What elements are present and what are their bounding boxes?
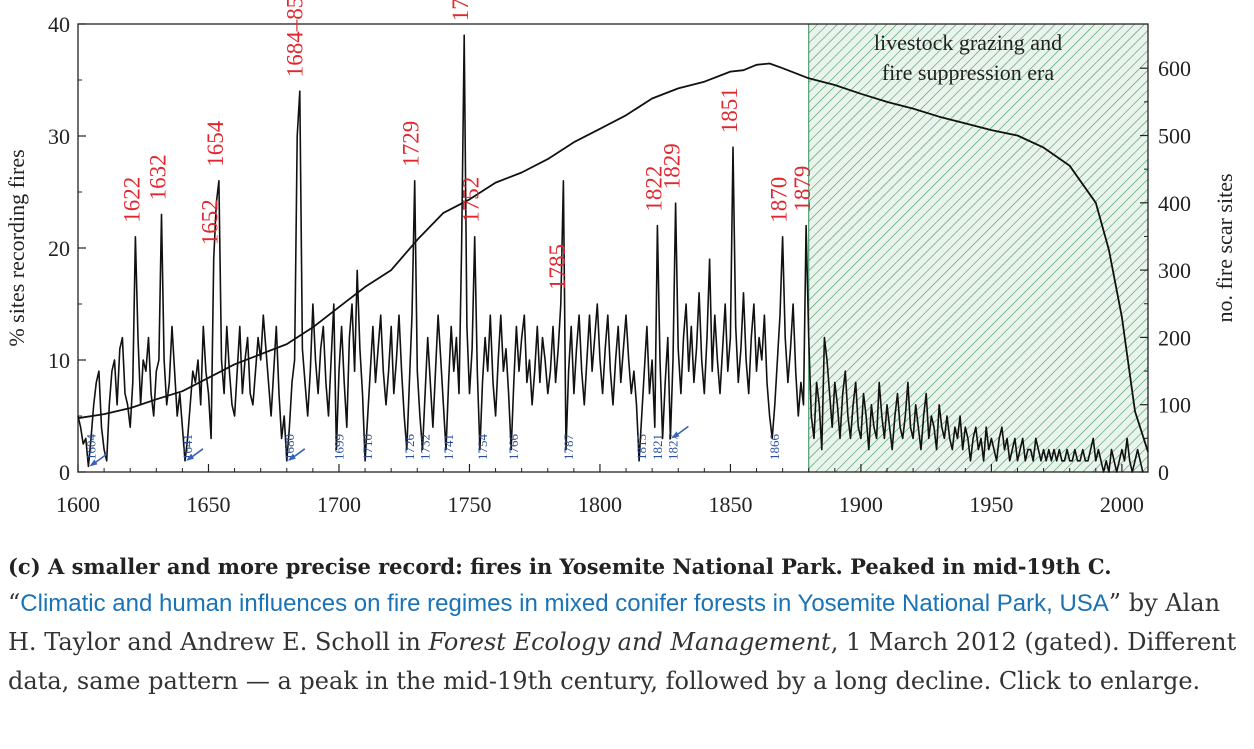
figure-caption: (c) A smaller and more precise record: f… xyxy=(8,552,1238,701)
paper-title-link[interactable]: Climatic and human influences on fire re… xyxy=(20,590,1109,617)
trough-year-label: 1821 xyxy=(650,434,665,460)
trough-year-label: 1732 xyxy=(417,434,432,460)
x-tick-label: 1700 xyxy=(317,492,361,517)
caption-quote-open: “ xyxy=(8,589,21,617)
trough-year-label: 1641 xyxy=(180,434,195,460)
peak-year-label: 1829 xyxy=(660,143,685,189)
x-tick-label: 1750 xyxy=(447,492,491,517)
y-tick-label: 40 xyxy=(48,12,70,37)
y2-tick-label: 100 xyxy=(1158,393,1191,418)
y-tick-label: 0 xyxy=(59,460,70,485)
trough-year-label: 1754 xyxy=(475,434,490,461)
peak-year-label: 1870 xyxy=(767,177,792,223)
trough-year-label: 1866 xyxy=(767,434,782,461)
caption-quote-close: ” xyxy=(1108,589,1122,617)
trough-arrow-head xyxy=(186,453,194,461)
peak-year-label: 1879 xyxy=(790,166,815,212)
trough-year-label: 1726 xyxy=(402,434,417,461)
y2-tick-label: 400 xyxy=(1158,191,1191,216)
caption-authors: by Alan H. Taylor and Andrew E. Scholl i… xyxy=(8,589,1221,656)
x-tick-label: 1650 xyxy=(186,492,230,517)
y-tick-label: 20 xyxy=(48,236,70,261)
peak-year-label: 1748 xyxy=(448,0,473,21)
peak-year-label: 1622 xyxy=(119,177,144,223)
shaded-era-label-line: fire suppression era xyxy=(882,60,1055,85)
peak-year-label: 1851 xyxy=(717,87,742,133)
x-tick-label: 2000 xyxy=(1100,492,1144,517)
fire-record-figure[interactable]: livestock grazing and fire suppression er… xyxy=(0,0,1254,530)
x-tick-label: 1600 xyxy=(56,492,100,517)
trough-year-label: 1710 xyxy=(360,434,375,460)
y-tick-label: 30 xyxy=(48,124,70,149)
trough-year-label: 1815 xyxy=(634,434,649,460)
peak-year-label: 1822 xyxy=(641,166,666,212)
caption-rest: , 1 March 2012 (gated). Different data, … xyxy=(8,628,1237,695)
x-tick-label: 1800 xyxy=(578,492,622,517)
peak-year-label: 1752 xyxy=(459,177,484,223)
trough-year-label: 1766 xyxy=(506,434,521,461)
y2-tick-label: 300 xyxy=(1158,258,1191,283)
y2-tick-label: 200 xyxy=(1158,325,1191,350)
x-tick-label: 1900 xyxy=(839,492,883,517)
trough-year-label: 1604 xyxy=(83,434,98,461)
y-tick-label: 10 xyxy=(48,348,70,373)
peak-year-label: 1785 xyxy=(545,244,570,290)
peak-year-label: 1684–85 xyxy=(283,0,308,77)
peak-year-label: 1654 xyxy=(203,120,228,167)
peak-year-label: 1729 xyxy=(399,121,424,167)
shaded-era-region xyxy=(808,23,1149,473)
shaded-era-label-line: livestock grazing and xyxy=(874,30,1062,55)
y-axis-label: % sites recording fires xyxy=(4,149,29,346)
percent-sites-burned-line xyxy=(77,34,1144,473)
y2-tick-label: 0 xyxy=(1158,460,1169,485)
trough-year-label: 1787 xyxy=(561,434,576,461)
trough-arrow-head xyxy=(89,459,98,467)
trough-year-label: 1741 xyxy=(441,434,456,460)
trough-year-label: 1827 xyxy=(665,434,680,461)
fire-record-chart: livestock grazing and fire suppression er… xyxy=(4,0,1237,517)
caption-title: (c) A smaller and more precise record: f… xyxy=(8,554,1112,579)
caption-body: “Climatic and human influences on fire r… xyxy=(8,584,1238,701)
peak-year-label: 1632 xyxy=(146,154,171,200)
y2-tick-label: 600 xyxy=(1158,56,1191,81)
trough-arrow-head xyxy=(671,431,680,439)
fire-scar-sites-line xyxy=(77,62,1149,453)
x-tick-label: 1850 xyxy=(708,492,752,517)
trough-arrow-head xyxy=(287,453,296,461)
peak-year-label: 1652 xyxy=(198,199,223,245)
y2-tick-label: 500 xyxy=(1158,124,1191,149)
x-tick-label: 1950 xyxy=(969,492,1013,517)
trough-year-label: 1680 xyxy=(282,434,297,460)
trough-year-label: 1699 xyxy=(331,434,346,460)
y2-axis-label: no. fire scar sites xyxy=(1212,173,1237,322)
caption-journal: Forest Ecology and Management xyxy=(428,628,831,656)
